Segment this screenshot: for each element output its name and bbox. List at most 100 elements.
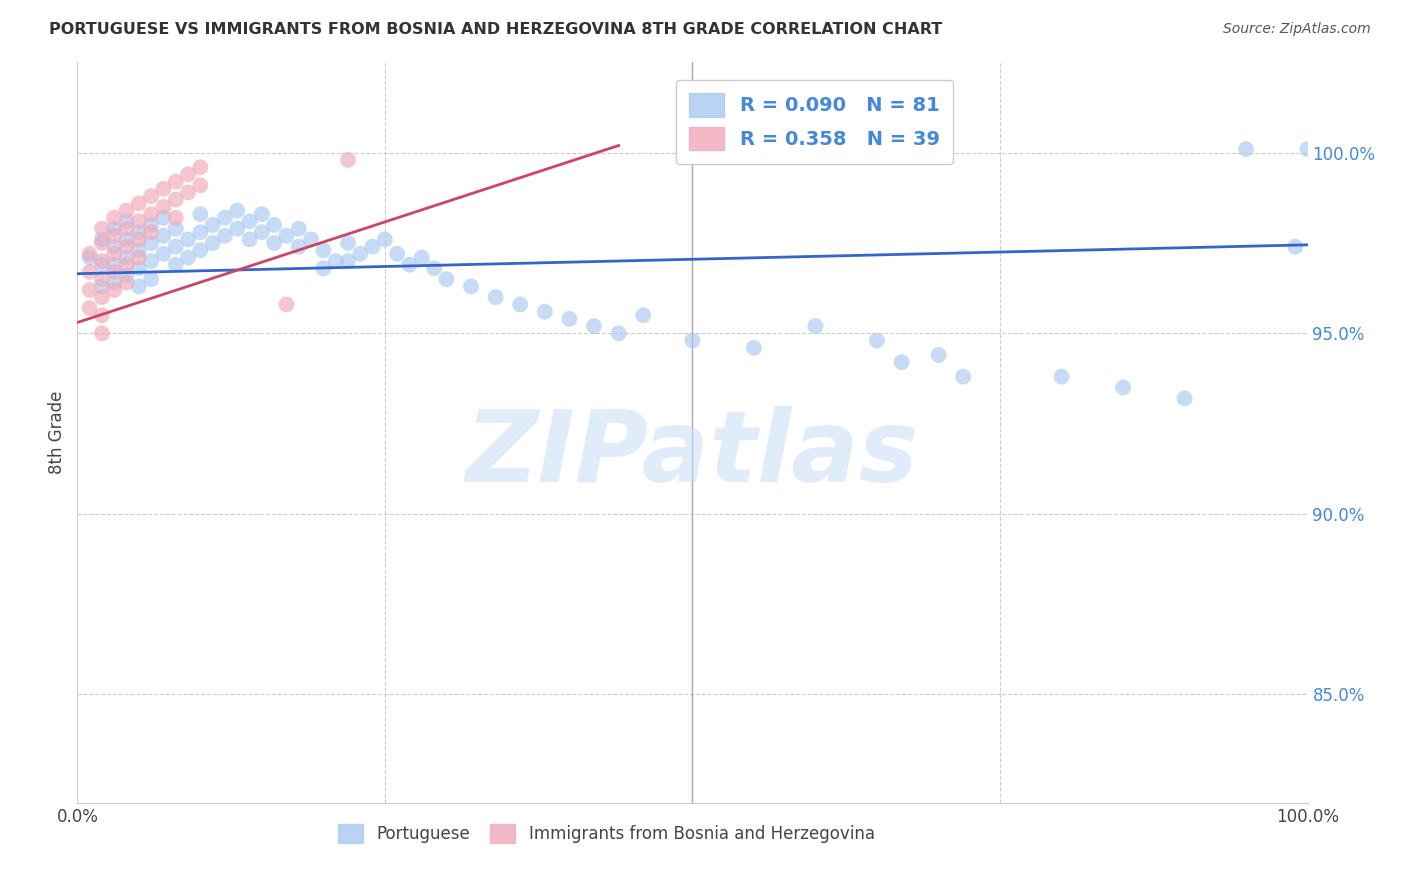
Point [558,311,581,326]
Point [1284,239,1306,253]
Text: Source: ZipAtlas.com: Source: ZipAtlas.com [1223,22,1371,37]
Point [115,221,138,235]
Point [165,239,187,253]
Point [299,232,322,246]
Point [436,272,458,286]
Point [103,239,125,253]
Point [250,207,273,221]
Point [890,355,912,369]
Point [152,228,174,243]
Point [152,211,174,225]
Point [165,211,187,225]
Point [79,265,101,279]
Point [128,214,150,228]
Point [90,279,114,293]
Point [90,308,114,322]
Point [682,334,704,348]
Text: PORTUGUESE VS IMMIGRANTS FROM BOSNIA AND HERZEGOVINA 8TH GRADE CORRELATION CHART: PORTUGUESE VS IMMIGRANTS FROM BOSNIA AND… [49,22,942,37]
Point [411,251,433,265]
Point [90,221,114,235]
Point [141,254,163,268]
Point [115,251,138,265]
Point [226,203,249,218]
Point [804,319,827,334]
Point [742,341,765,355]
Point [90,235,114,250]
Point [79,283,101,297]
Point [534,304,557,318]
Point [115,203,138,218]
Point [128,261,150,276]
Point [103,258,125,272]
Point [152,200,174,214]
Point [1112,380,1135,394]
Point [152,182,174,196]
Point [165,221,187,235]
Point [583,319,606,334]
Point [90,254,114,268]
Point [128,244,150,258]
Point [115,258,138,272]
Point [337,254,360,268]
Point [103,265,125,279]
Point [103,276,125,290]
Point [152,247,174,261]
Point [866,334,889,348]
Point [385,247,409,261]
Point [276,228,298,243]
Point [288,221,311,235]
Point [141,218,163,232]
Point [952,369,974,384]
Point [103,247,125,261]
Point [239,214,262,228]
Point [226,221,249,235]
Point [128,225,150,239]
Point [79,301,101,315]
Point [115,214,138,228]
Point [165,193,187,207]
Point [1174,392,1197,406]
Point [349,247,371,261]
Point [115,232,138,246]
Point [607,326,630,341]
Point [165,175,187,189]
Point [103,211,125,225]
Point [128,251,150,265]
Point [460,279,482,293]
Point [141,235,163,250]
Point [90,232,114,246]
Point [188,225,212,239]
Point [141,272,163,286]
Point [374,232,396,246]
Point [103,221,125,235]
Point [128,279,150,293]
Point [239,232,262,246]
Point [90,272,114,286]
Point [276,297,298,311]
Point [188,207,212,221]
Y-axis label: 8th Grade: 8th Grade [48,391,66,475]
Point [115,268,138,283]
Point [337,235,360,250]
Point [263,218,285,232]
Point [115,276,138,290]
Point [928,348,950,362]
Point [201,235,224,250]
Point [141,225,163,239]
Point [398,258,420,272]
Point [103,283,125,297]
Point [214,228,236,243]
Point [312,244,335,258]
Point [165,258,187,272]
Point [79,247,101,261]
Point [263,235,285,250]
Point [141,189,163,203]
Point [325,254,347,268]
Point [1050,369,1073,384]
Legend: Portuguese, Immigrants from Bosnia and Herzegovina: Portuguese, Immigrants from Bosnia and H… [332,817,882,850]
Point [423,261,446,276]
Point [79,251,101,265]
Point [288,239,311,253]
Point [177,251,200,265]
Point [633,308,655,322]
